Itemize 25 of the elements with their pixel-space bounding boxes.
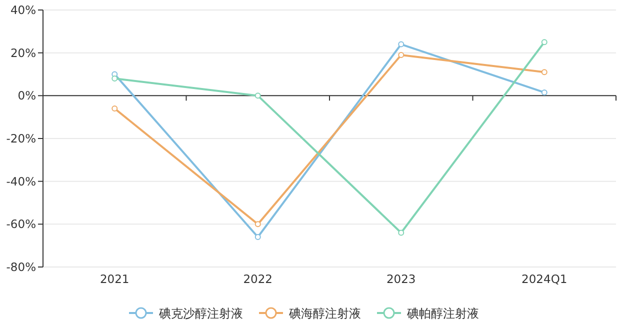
point [112, 106, 118, 112]
x-tick-label: 2024Q1 [522, 272, 568, 286]
y-tick-label: 0% [18, 88, 36, 103]
y-tick-label: 40% [10, 3, 36, 17]
point [541, 39, 548, 46]
point [398, 52, 404, 58]
point [254, 221, 261, 228]
point [541, 89, 548, 96]
point [398, 41, 404, 48]
y-tick-label: 20% [10, 46, 36, 60]
legend-label: 碘帕醇注射液 [406, 306, 479, 320]
x-tick-label: 2022 [243, 272, 273, 286]
y-tick-label: -20% [6, 132, 36, 146]
legend-label: 碘海醇注射液 [288, 306, 361, 320]
legend-label: 碘克沙醇注射液 [158, 306, 243, 320]
point [254, 92, 261, 99]
x-tick-label: 2023 [386, 272, 416, 286]
point [398, 230, 404, 236]
y-tick-label: -60% [6, 217, 36, 232]
point [254, 234, 261, 240]
point [541, 69, 548, 76]
y-tick-label: -40% [6, 174, 36, 188]
point [112, 76, 118, 82]
x-tick-label: 2021 [100, 272, 130, 286]
y-tick-label: -80% [6, 260, 36, 274]
